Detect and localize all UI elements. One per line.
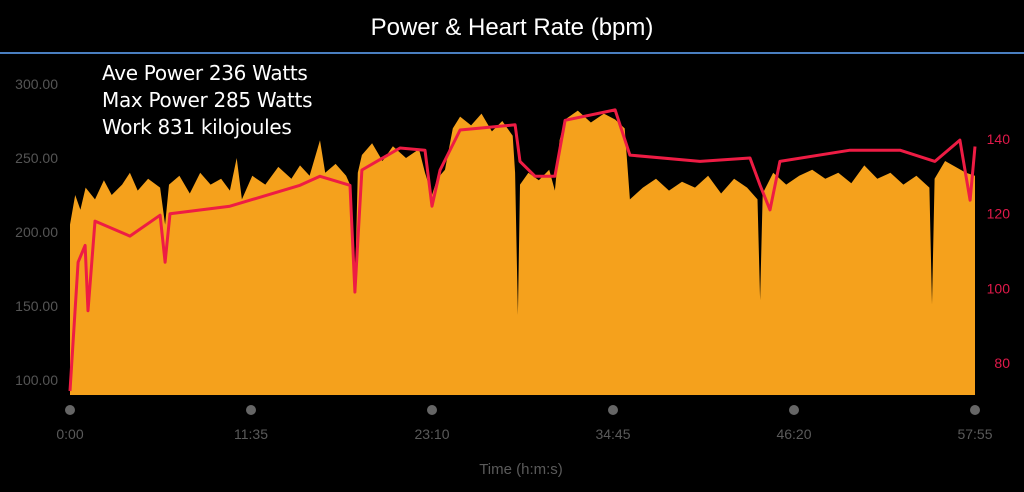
x-tick-label: 34:45 (595, 426, 630, 442)
x-tick-label: 0:00 (56, 426, 83, 442)
right-axis-tick-label: 80 (994, 355, 1010, 371)
left-axis-tick-label: 200.00 (15, 224, 58, 240)
chart-title: Power & Heart Rate (bpm) (370, 14, 654, 41)
title-divider (0, 52, 1024, 54)
right-axis-tick-label: 100 (987, 280, 1011, 296)
x-tick-dot (789, 405, 799, 415)
x-tick-dot (427, 405, 437, 415)
left-axis-tick-label: 300.00 (15, 76, 58, 92)
x-tick-dot (608, 405, 618, 415)
right-axis-tick-label: 120 (987, 206, 1011, 222)
power-area (70, 110, 975, 395)
ave-power: Ave Power 236 Watts (102, 61, 308, 85)
left-axis-tick-label: 250.00 (15, 150, 58, 166)
summary-stats: Ave Power 236 Watts Max Power 285 Watts … (102, 60, 313, 141)
heart-rate-line (68, 108, 977, 392)
left-axis-tick-label: 100.00 (15, 372, 58, 388)
x-tick-label: 57:55 (957, 426, 992, 442)
x-tick-label: 23:10 (414, 426, 449, 442)
work: Work 831 kilojoules (102, 115, 292, 139)
right-axis-tick-label: 140 (987, 131, 1011, 147)
x-tick-dot (65, 405, 75, 415)
x-tick-dot (970, 405, 980, 415)
max-power: Max Power 285 Watts (102, 88, 313, 112)
x-tick-dot (246, 405, 256, 415)
x-tick-label: 46:20 (776, 426, 811, 442)
x-tick-label: 11:35 (234, 426, 268, 442)
left-axis-tick-label: 150.00 (15, 298, 58, 314)
x-axis-label: Time (h:m:s) (479, 461, 563, 478)
